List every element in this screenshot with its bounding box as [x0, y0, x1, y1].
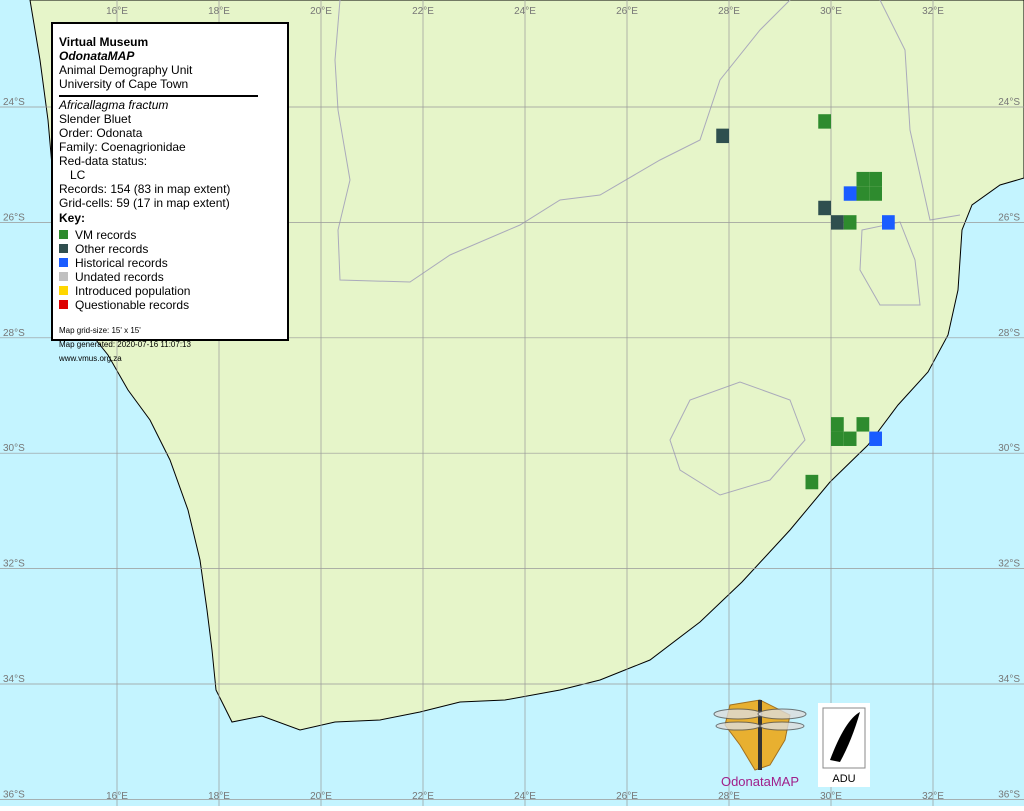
- lon-tick-label: 16°E: [106, 6, 128, 17]
- lon-tick-label: 28°E: [718, 6, 740, 17]
- adu-logo: ADU: [818, 703, 870, 787]
- record-cell: [869, 186, 882, 201]
- borders: [334, 0, 961, 496]
- lon-tick-label: 20°E: [310, 6, 332, 17]
- record-cell: [869, 171, 882, 187]
- lat-tick-label: 26°S: [3, 212, 25, 223]
- key-label: Introduced population: [75, 284, 190, 298]
- odonata-logo-text: OdonataMAP: [721, 774, 799, 789]
- lon-tick-label: 22°E: [412, 6, 434, 17]
- lon-tick-label: 20°E: [310, 791, 332, 802]
- red-data: Red-data status:: [59, 154, 147, 168]
- family: Family: Coenagrionidae: [59, 140, 186, 154]
- key-swatch: [59, 258, 68, 267]
- record-cell: [856, 171, 870, 187]
- legend-project: OdonataMAP: [59, 49, 135, 63]
- lat-tick-label: 32°S: [998, 559, 1020, 570]
- lat-tick-label: 30°S: [998, 443, 1020, 454]
- record-cell: [856, 186, 870, 201]
- record-cell: [818, 114, 831, 129]
- lon-tick-label: 24°E: [514, 791, 536, 802]
- record-cell: [831, 215, 844, 230]
- record-cell: [882, 215, 895, 230]
- lon-tick-label: 26°E: [616, 791, 638, 802]
- key-swatch: [59, 272, 68, 281]
- key-title: Key:: [59, 211, 85, 225]
- lat-tick-label: 24°S: [998, 97, 1020, 108]
- key-label: Other records: [75, 242, 148, 256]
- legend-box: [51, 22, 289, 341]
- lon-tick-label: 18°E: [208, 791, 230, 802]
- lon-tick-label: 16°E: [106, 791, 128, 802]
- key-swatch: [59, 230, 68, 239]
- lon-tick-label: 28°E: [718, 791, 740, 802]
- lat-tick-label: 36°S: [998, 789, 1020, 800]
- status: LC: [70, 168, 86, 182]
- lon-tick-label: 18°E: [208, 6, 230, 17]
- key-label: Undated records: [75, 270, 164, 284]
- record-cell: [843, 186, 857, 201]
- record-cell: [831, 431, 844, 446]
- lat-tick-label: 26°S: [998, 212, 1020, 223]
- record-cell: [831, 417, 844, 432]
- generated: Map generated: 2020-07-16 11:07:13: [59, 340, 192, 349]
- url: www.vmus.org.za: [58, 354, 122, 363]
- lon-tick-label: 30°E: [820, 791, 842, 802]
- record-cell: [843, 215, 857, 230]
- record-cell: [818, 200, 831, 216]
- adu-logo-text: ADU: [832, 773, 855, 785]
- key-swatch: [59, 300, 68, 309]
- key-label: Historical records: [75, 256, 168, 270]
- lat-tick-label: 28°S: [3, 328, 25, 339]
- grid-size: Map grid-size: 15' x 15': [59, 326, 141, 335]
- lon-tick-label: 26°E: [616, 6, 638, 17]
- grid-cells: Grid-cells: 59 (17 in map extent): [59, 196, 230, 210]
- lon-tick-label: 22°E: [412, 791, 434, 802]
- legend-title: Virtual Museum: [59, 35, 148, 49]
- common-name: Slender Bluet: [59, 112, 132, 126]
- lon-tick-label: 30°E: [820, 6, 842, 17]
- lat-tick-label: 24°S: [3, 97, 25, 108]
- key-label: Questionable records: [75, 298, 189, 312]
- lat-tick-label: 28°S: [998, 328, 1020, 339]
- record-cell: [843, 431, 857, 446]
- lon-tick-label: 24°E: [514, 6, 536, 17]
- lat-tick-label: 34°S: [998, 674, 1020, 685]
- species: Africallagma fractum: [58, 98, 168, 112]
- order: Order: Odonata: [59, 126, 143, 140]
- key-label: VM records: [75, 228, 136, 242]
- lon-tick-label: 32°E: [922, 791, 944, 802]
- lat-tick-label: 36°S: [3, 789, 25, 800]
- lon-tick-label: 32°E: [922, 6, 944, 17]
- lat-tick-label: 32°S: [3, 559, 25, 570]
- key-swatch: [59, 286, 68, 295]
- lat-tick-label: 30°S: [3, 443, 25, 454]
- record-cell: [716, 128, 729, 144]
- key-swatch: [59, 244, 68, 253]
- records: Records: 154 (83 in map extent): [59, 182, 230, 196]
- odonata-logo: OdonataMAP: [713, 699, 807, 789]
- legend-unit: Animal Demography Unit: [59, 63, 193, 77]
- legend-university: University of Cape Town: [59, 77, 188, 91]
- lat-tick-label: 34°S: [3, 674, 25, 685]
- record-cell: [805, 474, 819, 490]
- record-cell: [856, 417, 870, 432]
- record-cell: [869, 431, 882, 446]
